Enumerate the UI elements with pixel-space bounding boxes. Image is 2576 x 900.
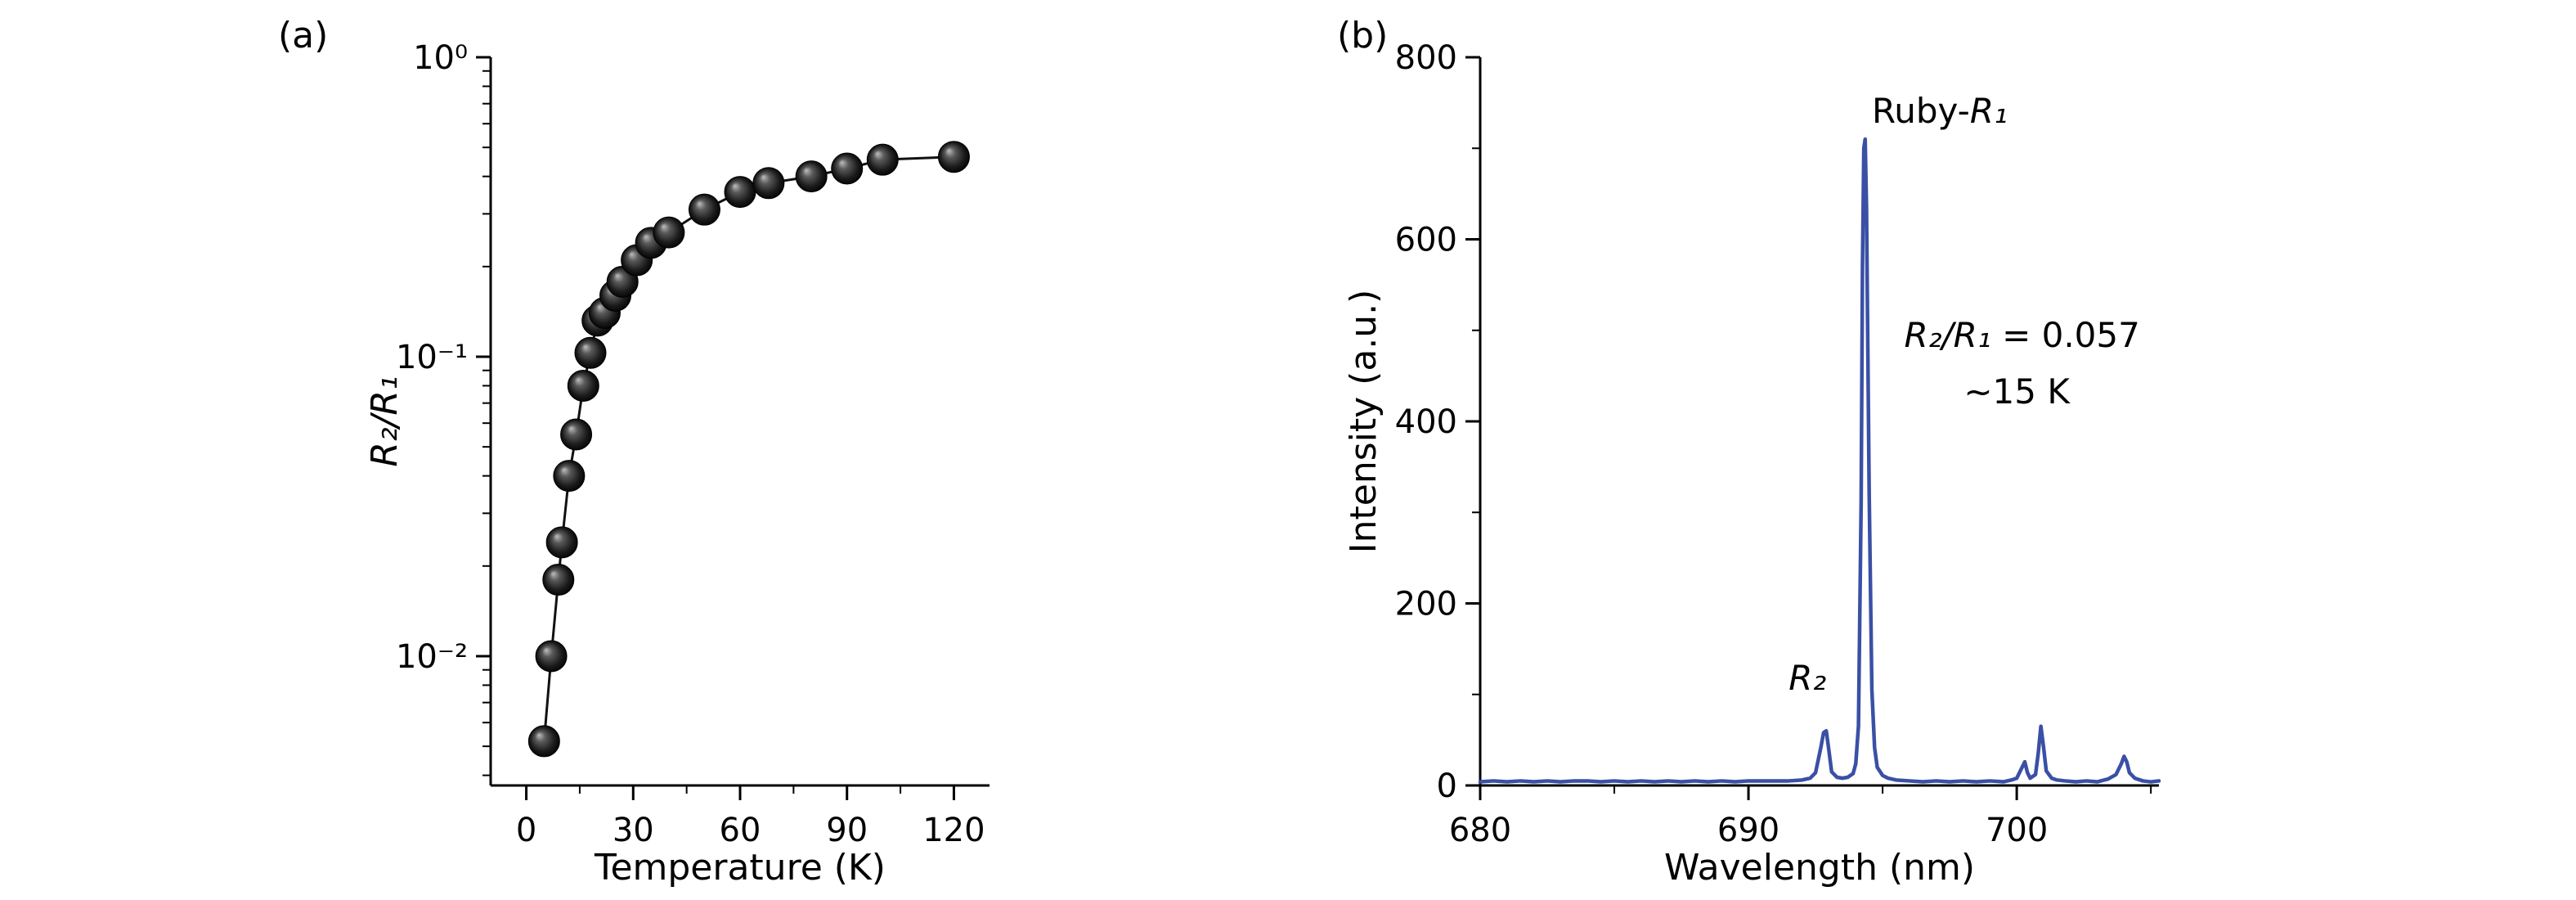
panel-b-x-tick-label: 680 xyxy=(1449,812,1511,849)
panel-a-data-point xyxy=(545,526,578,559)
panel-b-y-tick-label: 200 xyxy=(1395,586,1457,623)
r2-peak-label: R₂ xyxy=(1788,658,1826,698)
ruby-r1-peak-label: Ruby-R₁ xyxy=(1872,91,2008,131)
panel-a-x-tick-label: 120 xyxy=(922,812,985,849)
panel-a-data-point xyxy=(542,564,575,596)
ratio-annotation-line1: R₂/R₁ = 0.057 xyxy=(1905,315,2140,355)
panel-a-data-point xyxy=(560,418,593,451)
panel-a-data-point xyxy=(567,369,599,402)
panel-b-x-axis-title: Wavelength (nm) xyxy=(1664,847,1975,889)
panel-b-spectrum-line xyxy=(1478,137,2161,784)
panel-a-chart: (a) 10⁰ 10⁻¹ 10⁻² 0 30 60 90 120 Temperature (K)… xyxy=(278,15,990,889)
panel-a-data-point xyxy=(724,176,756,209)
panel-a-label: (a) xyxy=(278,15,328,56)
panel-a-y-tick-label: 10⁻¹ xyxy=(396,339,468,376)
panel-b-chart: (b) 0 200 400 600 800 680 690 700 R₂ Ruby-R₁ R₂/R₁… xyxy=(1337,15,2161,889)
panel-a-series-line xyxy=(542,155,954,742)
panel-a-data-point xyxy=(752,167,785,200)
panel-b-y-tick-label: 400 xyxy=(1395,403,1457,441)
panel-a-y-axis-title: R₂/R₁ xyxy=(364,376,406,466)
ratio-annotation-line2: ~15 K xyxy=(1963,371,2071,412)
panel-a-data-point xyxy=(653,216,685,249)
panel-a-data-point xyxy=(553,460,586,493)
panel-a-x-tick-label: 90 xyxy=(826,812,868,849)
panel-a-x-tick-label: 30 xyxy=(613,812,654,849)
panel-a-data-point xyxy=(527,725,560,758)
panel-a-y-tick-label: 10⁰ xyxy=(413,39,468,77)
panel-a-x-tick-label: 60 xyxy=(720,812,761,849)
panel-b-x-tick-label: 690 xyxy=(1717,812,1779,849)
panel-a-data-point xyxy=(535,640,568,673)
panel-b-y-axis-title: Intensity (a.u.) xyxy=(1343,290,1384,554)
panel-b-y-tick-label: 800 xyxy=(1395,39,1457,77)
panel-b-x-tick-label: 700 xyxy=(1986,812,2048,849)
panel-a-x-axis-title: Temperature (K) xyxy=(594,847,886,889)
panel-a-y-tick-label: 10⁻² xyxy=(396,638,468,676)
panel-a-data-point xyxy=(688,193,720,226)
panel-a-data-point xyxy=(866,143,899,176)
panel-a-data-point xyxy=(795,160,828,193)
panel-b-label: (b) xyxy=(1337,15,1388,56)
panel-b-y-tick-label: 600 xyxy=(1395,222,1457,259)
panel-b-y-tick-label: 0 xyxy=(1437,767,1457,805)
panel-a-data-point xyxy=(574,336,607,369)
panel-a-data-point xyxy=(937,141,970,173)
panel-a-data-point xyxy=(831,152,864,185)
panel-a-x-tick-label: 0 xyxy=(516,812,536,849)
